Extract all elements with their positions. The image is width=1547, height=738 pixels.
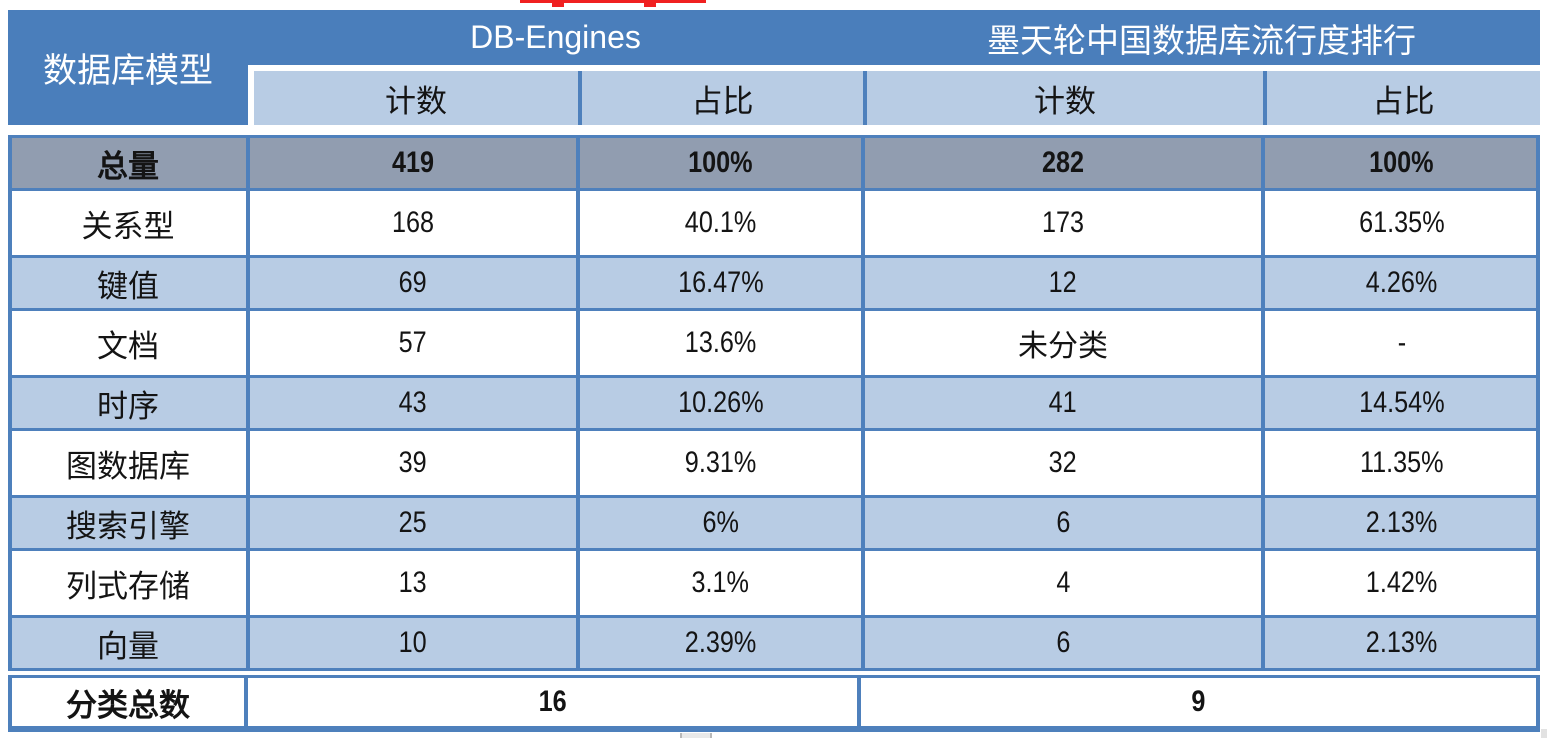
- red-annotation-fragment: [644, 2, 656, 7]
- percent-cell: -: [1397, 326, 1406, 359]
- row-label-cell: 关系型: [81, 208, 175, 244]
- count-cell: 69: [398, 266, 428, 299]
- row-label-cell: 键值: [97, 268, 159, 304]
- table-row: 文档 57 13.6% 未分类 -: [8, 315, 1540, 371]
- count-cell: 419: [391, 146, 435, 179]
- count-cell: 6: [1055, 506, 1071, 539]
- subheader-band: 计数 占比 计数 占比: [254, 71, 1540, 125]
- percent-cell: 61.35%: [1358, 206, 1445, 239]
- count-cell: 6: [1055, 626, 1071, 659]
- footer-total-db-engines: 16: [248, 678, 861, 726]
- scrollbar-fragment: [1541, 729, 1547, 738]
- row-label-cell: 时序: [97, 388, 159, 424]
- footer-total-motianlun: 9: [1191, 685, 1206, 718]
- percent-cell: 1.42%: [1365, 566, 1438, 599]
- row-label-cell: 搜索引擎: [66, 508, 190, 544]
- percent-cell: 11.35%: [1359, 446, 1444, 479]
- percent-cell: 10.26%: [677, 386, 764, 419]
- count-cell: 41: [1048, 386, 1078, 419]
- subheader-percent-mt: 占比: [1263, 71, 1540, 125]
- table-row: 关系型 168 40.1% 173 61.35%: [8, 195, 1540, 251]
- table-row: 搜索引擎 25 6% 6 2.13%: [8, 495, 1540, 551]
- row-label-cell: 向量: [97, 628, 159, 664]
- scrollbar-fragment: [680, 733, 712, 738]
- group-header-db-engines: DB-Engines: [470, 19, 641, 55]
- row-label-cell: 总量: [97, 148, 159, 184]
- percent-cell: 16.47%: [677, 266, 764, 299]
- group-header-motianlun: 墨天轮中国数据库流行度排行: [987, 23, 1416, 60]
- count-cell: 32: [1048, 446, 1078, 479]
- percent-cell: 40.1%: [684, 206, 757, 239]
- percent-cell: 100%: [1369, 146, 1434, 179]
- count-cell: 282: [1041, 146, 1085, 179]
- percent-cell: 3.1%: [691, 566, 750, 599]
- count-cell: 13: [398, 566, 428, 599]
- table-row-total: 总量 419 100% 282 100%: [8, 135, 1540, 191]
- percent-cell: 100%: [688, 146, 753, 179]
- table-row: 列式存储 13 3.1% 4 1.42%: [8, 555, 1540, 611]
- table-header-band: DB-Engines 墨天轮中国数据库流行度排行: [8, 10, 1540, 65]
- count-cell: 168: [391, 206, 435, 239]
- percent-cell: 4.26%: [1365, 266, 1438, 299]
- percent-cell: 2.13%: [1365, 626, 1438, 659]
- count-cell: 57: [398, 326, 428, 359]
- footer-label-cell: 分类总数: [12, 678, 248, 726]
- table-row: 向量 10 2.39% 6 2.13%: [8, 615, 1540, 671]
- red-annotation-line: [520, 0, 706, 3]
- subheader-percent-db: 占比: [578, 71, 863, 125]
- percent-cell: 9.31%: [684, 446, 757, 479]
- subheader-count-db: 计数: [385, 83, 447, 119]
- row-label-cell: 文档: [97, 328, 159, 364]
- count-cell: 未分类: [1018, 330, 1108, 363]
- percent-cell: 13.6%: [684, 326, 757, 359]
- row-label-cell: 列式存储: [66, 568, 190, 604]
- row-label-cell: 图数据库: [66, 448, 190, 484]
- percent-cell: 2.13%: [1365, 506, 1438, 539]
- count-cell: 25: [398, 506, 428, 539]
- table-row: 键值 69 16.47% 12 4.26%: [8, 255, 1540, 311]
- count-cell: 4: [1055, 566, 1071, 599]
- count-cell: 12: [1048, 266, 1078, 299]
- table-row: 图数据库 39 9.31% 32 11.35%: [8, 435, 1540, 491]
- table-row-category-totals: 分类总数 16 9: [8, 675, 1540, 732]
- count-cell: 10: [398, 626, 428, 659]
- percent-cell: 6%: [702, 506, 739, 539]
- red-annotation-fragment: [552, 2, 564, 7]
- percent-cell: 14.54%: [1358, 386, 1445, 419]
- count-cell: 43: [398, 386, 428, 419]
- count-cell: 39: [398, 446, 428, 479]
- table-row: 时序 43 10.26% 41 14.54%: [8, 375, 1540, 431]
- percent-cell: 2.39%: [684, 626, 757, 659]
- subheader-count-mt: 计数: [863, 71, 1263, 125]
- corner-header-cell: 数据库模型: [8, 10, 248, 125]
- count-cell: 173: [1041, 206, 1085, 239]
